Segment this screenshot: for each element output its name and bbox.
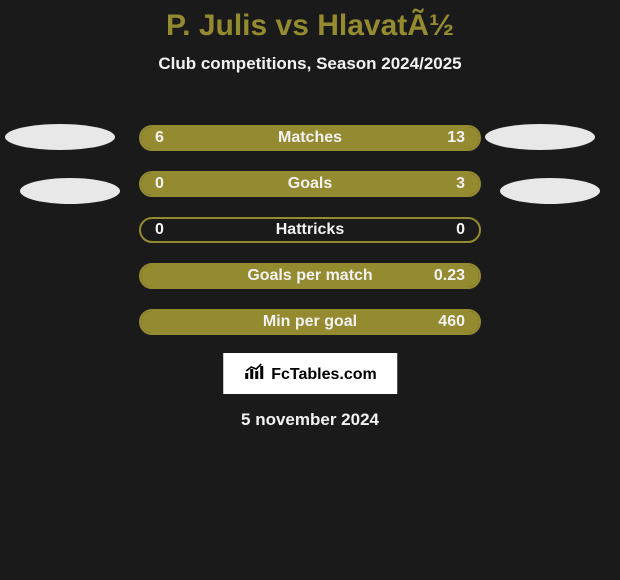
decorative-ellipse xyxy=(500,178,600,204)
page-title: P. Julis vs HlavatÃ½ xyxy=(0,0,620,44)
stat-value-right: 460 xyxy=(424,311,479,333)
stat-value-left: 6 xyxy=(141,127,178,149)
decorative-ellipse xyxy=(485,124,595,150)
stat-value-right: 13 xyxy=(433,127,479,149)
stat-row: Goals0 3 xyxy=(139,171,481,197)
stat-value-right: 0.23 xyxy=(420,265,479,287)
stat-value-left: 0 xyxy=(141,173,178,195)
stat-row: Matches6 13 xyxy=(139,125,481,151)
stat-label: Matches xyxy=(141,127,479,149)
decorative-ellipse xyxy=(20,178,120,204)
stat-row: Goals per match0.23 xyxy=(139,263,481,289)
page-subtitle: Club competitions, Season 2024/2025 xyxy=(0,54,620,74)
badge-text: FcTables.com xyxy=(271,366,377,384)
source-badge: FcTables.com xyxy=(223,353,397,394)
stat-row: Hattricks0 0 xyxy=(139,217,481,243)
decorative-ellipse xyxy=(5,124,115,150)
stat-row: Min per goal460 xyxy=(139,309,481,335)
stat-value-right: 3 xyxy=(442,173,479,195)
comparison-canvas: P. Julis vs HlavatÃ½ Club competitions, … xyxy=(0,0,620,580)
stat-value-right: 0 xyxy=(442,219,479,241)
badge-logo-icon xyxy=(243,363,265,386)
stat-label: Goals xyxy=(141,173,479,195)
date-label: 5 november 2024 xyxy=(0,410,620,430)
stat-value-left: 0 xyxy=(141,219,178,241)
stat-label: Hattricks xyxy=(141,219,479,241)
